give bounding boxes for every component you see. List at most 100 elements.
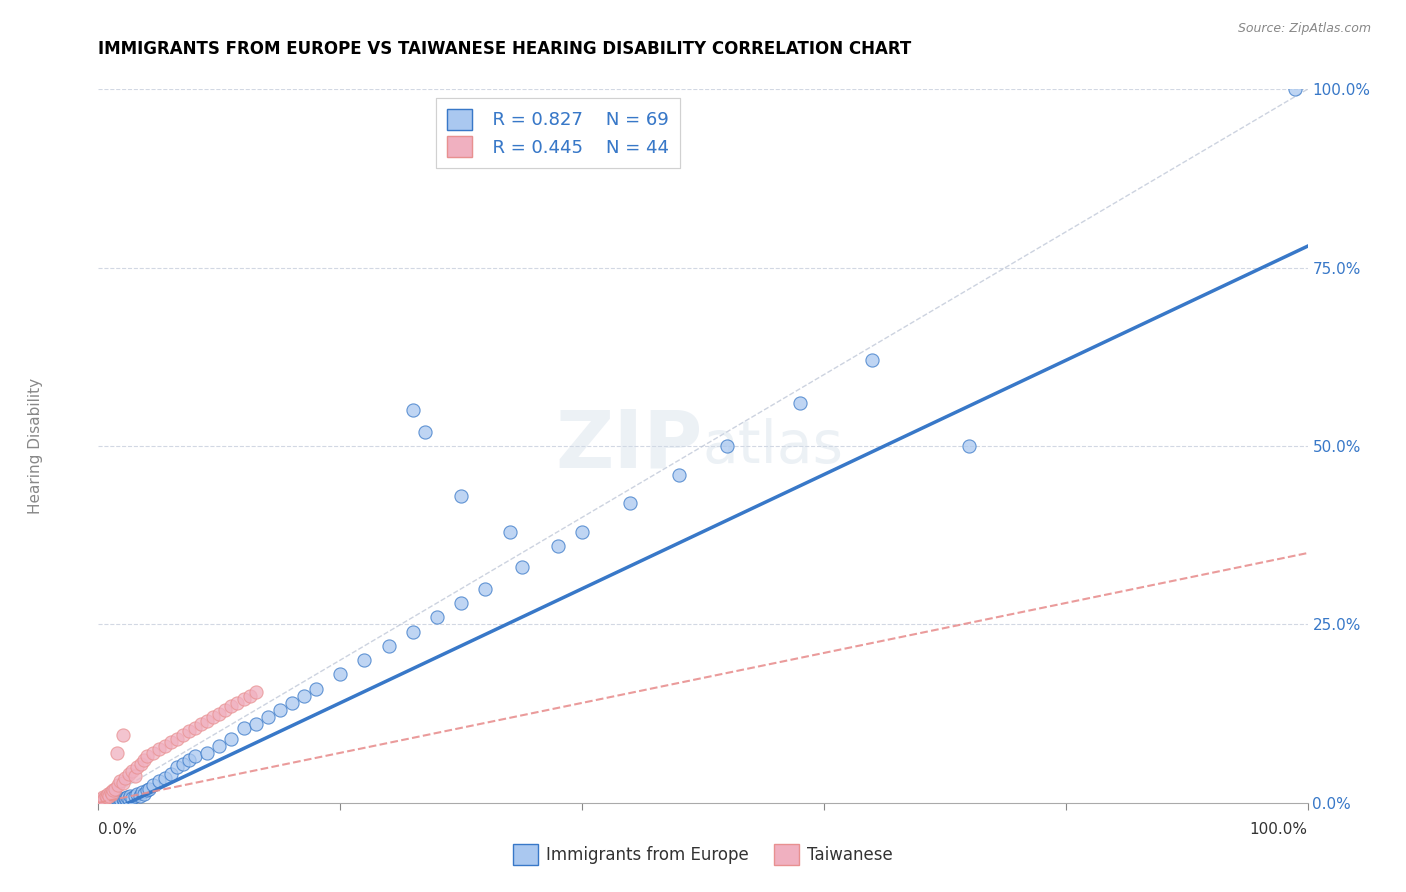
Point [510,560,533,574]
Point [232,721,254,735]
Point [90,792,112,806]
Point [172,756,194,771]
Point [110,794,132,808]
Point [160,767,183,781]
Point [94,794,117,808]
Point [256,710,278,724]
Point [93,795,115,809]
Point [128,789,150,803]
Point [148,774,170,789]
Point [115,792,138,806]
Point [100,785,122,799]
Point [111,728,134,742]
Point [134,753,156,767]
Point [166,760,188,774]
Point [668,467,690,482]
Point [105,792,128,806]
Point [111,792,134,806]
Point [957,439,980,453]
Point [329,667,352,681]
Point [108,793,131,807]
Point [1284,82,1306,96]
Point [716,439,738,453]
Point [474,582,496,596]
Point [98,789,121,803]
Point [134,787,156,801]
Point [305,681,328,696]
Point [232,692,254,706]
Point [108,774,131,789]
Point [101,783,124,797]
Point [127,760,149,774]
Point [214,703,236,717]
Point [131,785,153,799]
Point [208,739,231,753]
Point [377,639,399,653]
Point [239,689,262,703]
Point [498,524,520,539]
Point [179,753,201,767]
Point [245,717,267,731]
Point [94,789,117,803]
Point [172,728,194,742]
Point [353,653,375,667]
Point [101,795,124,809]
Point [281,696,304,710]
Text: 0.0%: 0.0% [98,822,138,837]
Point [91,794,114,808]
Point [153,739,176,753]
Point [100,794,122,808]
Text: 100.0%: 100.0% [1250,822,1308,837]
Point [571,524,593,539]
Point [221,699,243,714]
Point [245,685,267,699]
Text: IMMIGRANTS FROM EUROPE VS TAIWANESE HEARING DISABILITY CORRELATION CHART: IMMIGRANTS FROM EUROPE VS TAIWANESE HEAR… [98,40,911,58]
Point [619,496,641,510]
Point [413,425,436,439]
Point [104,781,127,796]
Point [142,746,165,760]
Point [103,793,125,807]
Point [450,596,472,610]
Point [179,724,201,739]
Point [292,689,315,703]
Point [221,731,243,746]
Point [789,396,811,410]
Point [184,749,207,764]
Point [226,696,249,710]
Point [107,794,129,808]
Point [105,746,128,760]
Point [114,790,136,805]
Point [860,353,883,368]
Point [124,789,146,804]
Point [117,790,139,805]
Point [208,706,231,721]
Point [195,746,218,760]
Point [450,489,472,503]
Point [91,794,114,808]
Point [118,791,141,805]
Point [402,403,425,417]
Point [153,771,176,785]
Point [426,610,449,624]
Point [96,790,118,805]
Point [112,793,135,807]
Point [127,787,149,801]
Point [90,795,112,809]
Point [142,778,165,792]
Point [118,767,141,781]
Point [184,721,207,735]
Point [100,794,122,808]
Text: atlas: atlas [703,417,844,475]
Point [121,764,143,778]
Point [547,539,569,553]
Point [121,790,143,805]
Legend:   R = 0.827    N = 69,   R = 0.445    N = 44: R = 0.827 N = 69, R = 0.445 N = 44 [436,98,681,168]
Point [129,756,152,771]
Point [148,742,170,756]
Point [111,776,134,790]
Point [97,794,120,808]
Point [98,795,121,809]
Point [104,794,127,808]
Point [100,787,122,801]
